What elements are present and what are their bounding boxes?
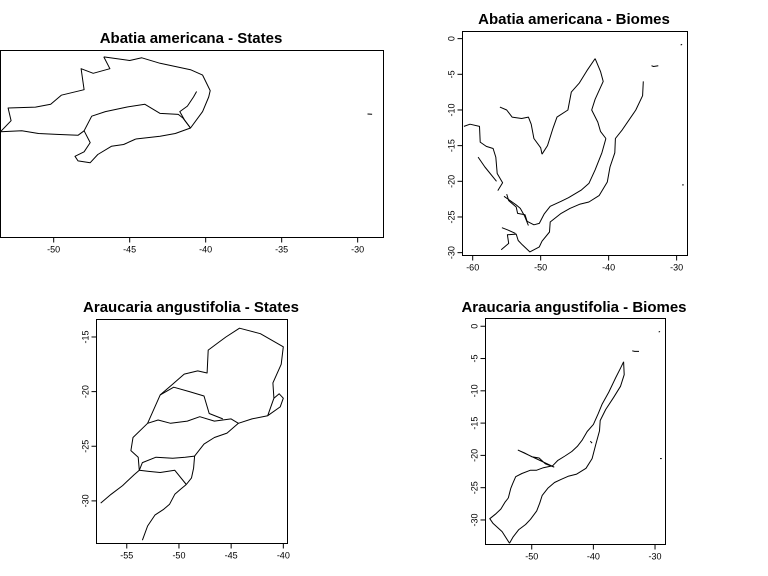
map-araucaria-biomes xyxy=(489,330,662,544)
panel-title-abatia-states: Abatia americana - States xyxy=(100,30,283,47)
axes-araucaria-biomes: -50 -40 -30 0 -5 -10 -15 -20 -25 -30 xyxy=(470,324,662,562)
y-tick-label-abatia-biomes-m20: -20 xyxy=(447,175,457,188)
outline-abatia-biomes-6 xyxy=(477,156,497,182)
panel-araucaria-states: Araucaria angustifolia - States -55 -50 -4… xyxy=(81,299,299,561)
outline-araucaria-biomes-3 xyxy=(507,455,566,499)
outline-araucaria-biomes-0 xyxy=(489,497,510,544)
x-tick-label-abatia-states-m30: -30 xyxy=(351,245,364,255)
outline-araucaria-states-0 xyxy=(141,484,187,541)
outline-abatia-biomes-1 xyxy=(463,123,504,191)
x-tick-label-araucaria-biomes-m40: -40 xyxy=(587,552,600,562)
y-tick-label-abatia-biomes-m15: -15 xyxy=(447,139,457,152)
outline-abatia-biomes-3 xyxy=(499,106,543,155)
y-tick-label-araucaria-states-m25: -25 xyxy=(81,440,91,453)
y-tick-label-araucaria-biomes-m20: -20 xyxy=(470,449,480,462)
x-tick-label-araucaria-biomes-m50: -50 xyxy=(525,552,538,562)
outline-abatia-biomes-7 xyxy=(501,227,516,234)
panel-abatia-biomes: Abatia americana - Biomes -60 -50 -40 -300-… xyxy=(447,11,688,273)
y-tick-label-araucaria-biomes-m30: -30 xyxy=(470,513,480,526)
y-tick-label-abatia-biomes-m30: -30 xyxy=(447,246,457,259)
y-tick-label-araucaria-states-m30: -30 xyxy=(81,494,91,507)
x-tick-label-abatia-biomes-m30: -30 xyxy=(670,263,683,273)
axes-abatia-biomes: -60 -50 -40 -30 0 -5 -10 -15 -20 -25 -30 xyxy=(447,36,684,272)
plot-frame-abatia-states xyxy=(0,50,384,238)
outline-abatia-biomes-10 xyxy=(651,65,659,67)
x-tick-label-araucaria-states-m45: -45 xyxy=(225,551,238,561)
outline-araucaria-states-6 xyxy=(238,398,275,424)
map-abatia-states xyxy=(0,56,373,164)
outline-araucaria-biomes-5 xyxy=(632,350,639,352)
outline-abatia-states-1 xyxy=(0,130,137,164)
x-tick-label-araucaria-states-m50: -50 xyxy=(172,551,185,561)
y-tick-label-abatia-biomes-0: 0 xyxy=(447,36,457,41)
y-tick-label-abatia-biomes-m25: -25 xyxy=(447,210,457,223)
outline-araucaria-states-2 xyxy=(138,455,196,485)
y-tick-label-abatia-biomes-m5: -5 xyxy=(447,70,457,78)
outline-araucaria-biomes-7 xyxy=(658,330,661,333)
outline-araucaria-states-3 xyxy=(130,416,239,471)
x-tick-label-abatia-states-m45: -45 xyxy=(123,245,136,255)
x-tick-label-abatia-biomes-m50: -50 xyxy=(534,263,547,273)
y-tick-label-araucaria-states-m15: -15 xyxy=(81,330,91,343)
outline-araucaria-biomes-1 xyxy=(509,361,625,544)
axes-abatia-states: -50 -45 -40 -35 -30 xyxy=(47,237,364,255)
outline-abatia-biomes-4 xyxy=(541,58,596,155)
y-tick-label-abatia-biomes-m10: -10 xyxy=(447,103,457,116)
y-tick-label-araucaria-biomes-m15: -15 xyxy=(470,417,480,430)
panel-title-araucaria-biomes: Araucaria angustifolia - Biomes xyxy=(461,299,686,316)
outline-abatia-states-4 xyxy=(179,91,198,129)
outline-abatia-biomes-9 xyxy=(680,43,683,46)
panel-title-abatia-biomes: Abatia americana - Biomes xyxy=(478,11,670,28)
y-tick-label-araucaria-biomes-0: 0 xyxy=(470,324,480,329)
panel-araucaria-biomes: Araucaria angustifolia - Biomes -50 -40 -3… xyxy=(461,299,686,562)
outline-abatia-biomes-5 xyxy=(591,58,607,139)
island-araucaria-biomes-0 xyxy=(517,449,555,468)
panel-abatia-states: Abatia americana - States -50 -45 -40 -35 -3… xyxy=(0,30,384,255)
plot-frame-araucaria-states xyxy=(96,319,288,544)
x-tick-label-araucaria-states-m55: -55 xyxy=(120,551,133,561)
plot-frame-abatia-biomes xyxy=(462,31,688,256)
plot-frame-araucaria-biomes xyxy=(485,318,666,545)
y-tick-label-araucaria-states-m20: -20 xyxy=(81,385,91,398)
outline-abatia-states-3 xyxy=(103,56,211,129)
outline-abatia-biomes-8 xyxy=(503,195,529,226)
x-tick-label-araucaria-biomes-m30: -30 xyxy=(649,552,662,562)
axes-araucaria-states: -55 -50 -45 -40 -15 -20 -25 -30 xyxy=(81,330,290,560)
x-tick-label-abatia-states-m40: -40 xyxy=(199,245,212,255)
map-abatia-biomes xyxy=(463,43,684,253)
y-tick-label-araucaria-biomes-m10: -10 xyxy=(470,384,480,397)
outline-araucaria-states-5 xyxy=(159,327,284,399)
outline-abatia-biomes-0 xyxy=(500,81,644,253)
x-tick-label-abatia-states-m35: -35 xyxy=(275,245,288,255)
outline-abatia-biomes-2 xyxy=(506,138,607,226)
y-tick-label-araucaria-biomes-m5: -5 xyxy=(470,355,480,363)
outline-abatia-states-0 xyxy=(0,56,111,133)
x-tick-label-abatia-biomes-m60: -60 xyxy=(466,263,479,273)
outline-araucaria-states-7 xyxy=(267,393,284,417)
y-tick-label-araucaria-biomes-m25: -25 xyxy=(470,481,480,494)
outline-araucaria-biomes-4 xyxy=(589,440,593,444)
x-tick-label-abatia-states-m50: -50 xyxy=(47,245,60,255)
x-tick-label-abatia-biomes-m40: -40 xyxy=(602,263,615,273)
outline-abatia-states-2 xyxy=(83,103,191,140)
map-araucaria-states xyxy=(100,327,284,541)
outline-araucaria-biomes-2 xyxy=(564,361,625,457)
panel-title-araucaria-states: Araucaria angustifolia - States xyxy=(83,299,299,316)
x-tick-label-araucaria-states-m40: -40 xyxy=(277,551,290,561)
